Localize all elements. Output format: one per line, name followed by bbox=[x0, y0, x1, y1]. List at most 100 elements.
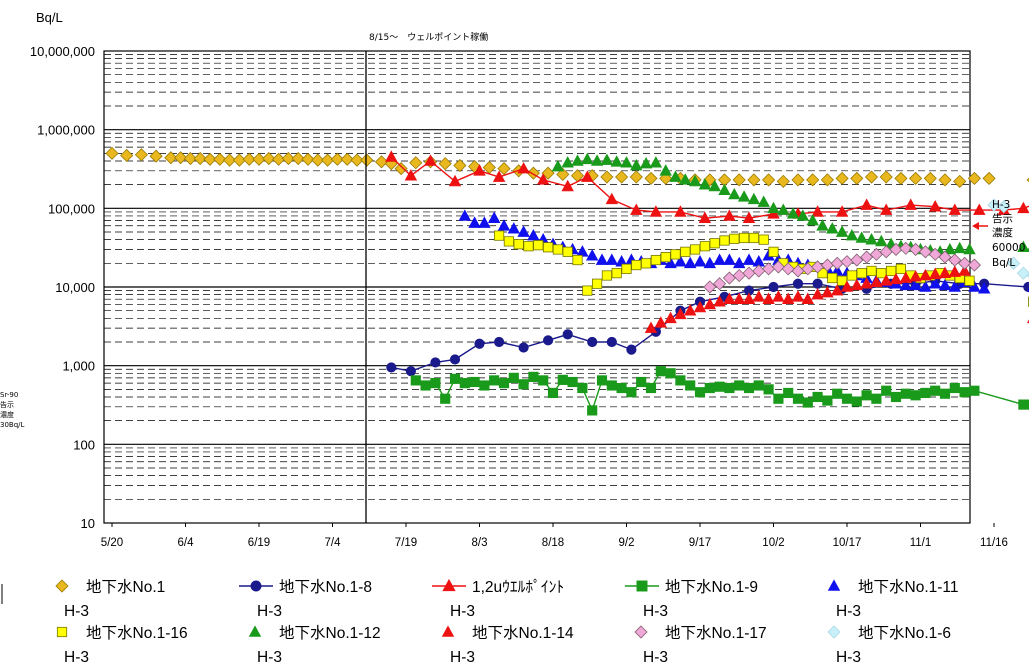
top-annotation: 8/15～ ウェルポイント稼働 bbox=[369, 31, 488, 43]
data-point bbox=[948, 253, 962, 267]
data-point bbox=[959, 387, 970, 398]
data-point bbox=[822, 395, 833, 406]
data-point bbox=[683, 256, 697, 269]
data-point bbox=[953, 241, 966, 254]
data-point bbox=[850, 171, 864, 185]
data-point bbox=[928, 267, 942, 280]
data-point bbox=[708, 179, 721, 192]
data-point bbox=[420, 380, 431, 391]
data-point bbox=[675, 375, 686, 386]
data-point bbox=[438, 157, 452, 171]
data-point bbox=[840, 280, 854, 292]
data-point bbox=[938, 278, 952, 291]
data-point bbox=[714, 381, 725, 392]
data-point bbox=[634, 625, 648, 639]
data-point bbox=[386, 362, 397, 373]
left-annotation: Sr-90 告示 濃度 30Bq/L bbox=[0, 391, 25, 429]
legend-item: 地下水No.1-9 H-3 bbox=[625, 578, 758, 620]
data-point bbox=[758, 234, 769, 245]
data-point bbox=[405, 366, 416, 377]
legend-item: 1,2uｳｴﾙﾎﾟｲﾝﾄ H-3 bbox=[432, 578, 564, 620]
data-point bbox=[967, 171, 981, 185]
x-tick-label: 11/16 bbox=[980, 537, 1008, 549]
data-point bbox=[659, 164, 672, 176]
data-point bbox=[812, 391, 823, 403]
data-point bbox=[732, 292, 746, 304]
data-point bbox=[948, 203, 962, 215]
data-point bbox=[899, 278, 913, 291]
data-point bbox=[977, 282, 991, 294]
data-point bbox=[430, 378, 441, 389]
data-point bbox=[601, 270, 612, 281]
data-point bbox=[1017, 240, 1029, 253]
data-point bbox=[723, 253, 736, 265]
data-point bbox=[703, 297, 717, 310]
data-point bbox=[252, 152, 266, 166]
data-point bbox=[440, 393, 451, 404]
data-point bbox=[664, 311, 677, 324]
data-point bbox=[536, 173, 550, 185]
data-point bbox=[469, 376, 480, 388]
data-point bbox=[919, 280, 932, 292]
data-point bbox=[939, 388, 951, 399]
data-point bbox=[851, 396, 862, 407]
data-point bbox=[149, 149, 163, 163]
data-point bbox=[670, 249, 681, 260]
data-point bbox=[665, 368, 676, 379]
data-point bbox=[587, 336, 598, 348]
data-point bbox=[631, 259, 642, 271]
data-point bbox=[865, 233, 878, 245]
x-tick-label: 6/4 bbox=[178, 537, 195, 549]
data-point bbox=[680, 246, 691, 257]
data-point bbox=[404, 169, 418, 181]
data-point bbox=[806, 173, 820, 187]
data-point bbox=[948, 265, 962, 277]
data-point bbox=[806, 213, 819, 226]
legend-label: 地下水No.1-16 bbox=[86, 624, 188, 642]
data-point bbox=[871, 393, 882, 404]
data-point bbox=[724, 382, 735, 394]
data-point bbox=[938, 250, 952, 264]
y-tick-label: 1,000,000 bbox=[37, 123, 95, 138]
data-point bbox=[223, 153, 237, 167]
data-point bbox=[928, 247, 942, 261]
data-point bbox=[987, 198, 1001, 212]
data-point bbox=[747, 192, 761, 205]
data-point bbox=[919, 268, 932, 281]
data-point bbox=[517, 161, 530, 174]
data-point bbox=[875, 234, 888, 247]
data-point bbox=[1007, 256, 1021, 270]
data-point bbox=[869, 247, 883, 261]
data-point bbox=[507, 222, 521, 234]
data-point bbox=[576, 245, 589, 257]
data-point bbox=[826, 222, 839, 234]
data-point bbox=[846, 270, 857, 281]
legend-sublabel: H-3 bbox=[836, 649, 861, 666]
data-point bbox=[856, 268, 867, 279]
data-point bbox=[650, 254, 661, 266]
x-tick-label: 9/2 bbox=[619, 537, 635, 549]
data-point bbox=[835, 225, 849, 237]
data-point bbox=[737, 190, 751, 202]
data-point bbox=[120, 148, 134, 163]
data-point bbox=[248, 625, 262, 637]
data-point bbox=[605, 253, 619, 265]
x-tick-label: 5/20 bbox=[101, 537, 123, 549]
data-point bbox=[55, 579, 69, 593]
legend-label: 1,2uｳｴﾙﾎﾟｲﾝﾄ bbox=[472, 578, 564, 596]
data-point bbox=[581, 152, 594, 165]
data-point bbox=[644, 171, 658, 185]
data-point bbox=[262, 151, 276, 166]
data-point bbox=[777, 203, 790, 215]
x-tick-label: 11/1 bbox=[910, 537, 932, 549]
data-point bbox=[503, 236, 514, 247]
x-tick-label: 7/4 bbox=[325, 537, 342, 549]
data-point bbox=[928, 200, 942, 212]
series-9 bbox=[703, 241, 981, 294]
data-point bbox=[518, 342, 529, 353]
data-point bbox=[920, 387, 931, 399]
x-tick-label: 6/19 bbox=[248, 537, 270, 549]
data-point bbox=[923, 171, 937, 185]
data-point bbox=[492, 170, 506, 182]
data-point bbox=[860, 198, 873, 210]
